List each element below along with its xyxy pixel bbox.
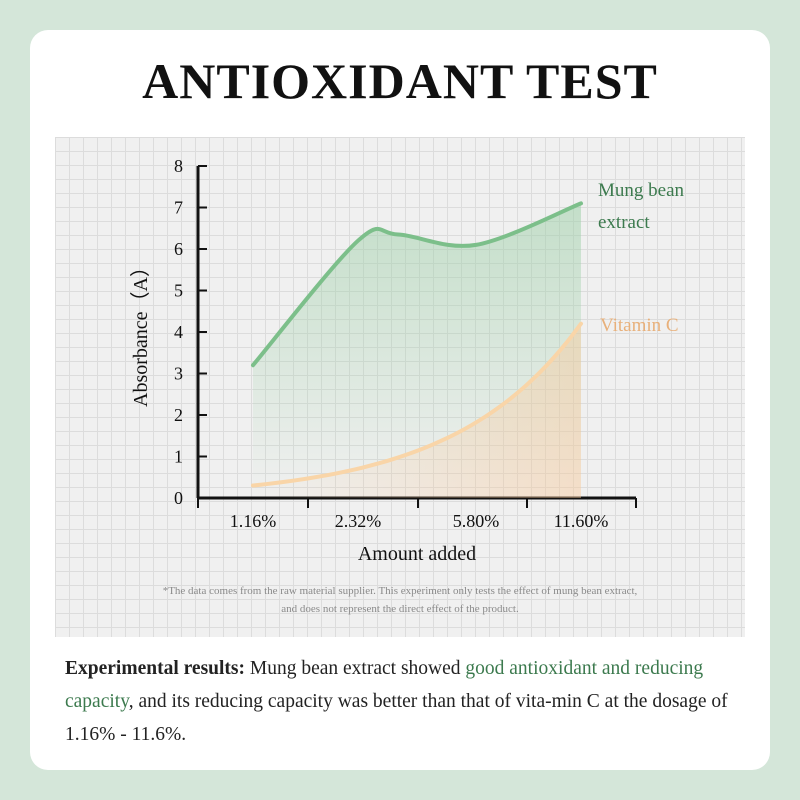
y-tick-label: 8 [174, 156, 183, 176]
series-mung-line [251, 201, 583, 368]
results-lead: Experimental results: [65, 658, 245, 679]
series-mung-label: extract [598, 212, 650, 233]
footnote-line-2: and does not represent the direct effect… [281, 603, 519, 615]
x-tick-label: 11.60% [554, 511, 609, 531]
y-tick-label: 7 [174, 198, 183, 218]
y-tick-label: 4 [174, 322, 183, 342]
x-tick-label: 2.32% [335, 511, 382, 531]
results-text-1: Mung bean extract showed [245, 658, 466, 679]
y-tick-label: 3 [174, 364, 183, 384]
series-vitc-label: Vitamin C [600, 315, 679, 336]
y-axis-title: Absorbance（A） [129, 257, 152, 407]
page-title: ANTIOXIDANT TEST [142, 53, 658, 109]
series-vitc-line [251, 321, 583, 488]
x-tick-label: 1.16% [230, 511, 277, 531]
results-paragraph: Experimental results: Mung bean extract … [65, 652, 745, 751]
footnote: *The data comes from the raw material su… [100, 582, 700, 618]
footnote-line-1: *The data comes from the raw material su… [162, 585, 638, 597]
y-tick-label: 2 [174, 405, 183, 425]
series-vitc-area [253, 323, 581, 498]
y-tick-label: 1 [174, 447, 183, 467]
y-tick-label: 0 [174, 488, 183, 508]
results-text-2: , and its reducing capacity was better t… [65, 691, 728, 745]
chart-grid-background [55, 137, 745, 637]
y-tick-label: 5 [174, 281, 183, 301]
x-tick-label: 5.80% [453, 511, 500, 531]
series-mung-label: Mung bean [598, 180, 685, 201]
results-highlight: good antioxidant and reducing capacity [65, 658, 704, 712]
y-tick-label: 6 [174, 239, 183, 259]
x-axis-title: Amount added [358, 543, 476, 565]
